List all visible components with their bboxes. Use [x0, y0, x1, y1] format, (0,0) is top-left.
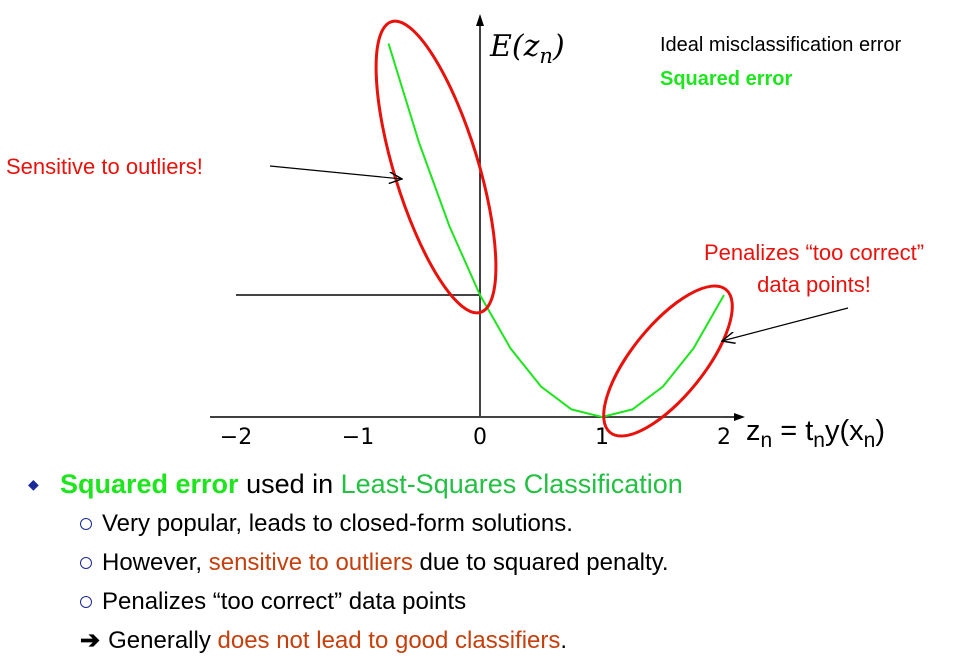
bullet-sub-1-text: Very popular, leads to closed-form solut… [102, 509, 573, 537]
bullet-sub-2: However, sensitive to outliers due to sq… [28, 543, 948, 582]
bullet-sub-4: ➔ Generally does not lead to good classi… [28, 621, 948, 660]
bullet-main-method: Least-Squares Classification [340, 468, 683, 499]
too-correct-highlight-ellipse [602, 284, 734, 438]
outlier-pointer-arrow [269, 165, 402, 179]
x-tick-label: −2 [220, 425, 252, 450]
bullet-main: ◆ Squared error used in Least-Squares Cl… [28, 464, 948, 504]
series-line-squared-error [387, 43, 725, 419]
annotation-too-correct-line1: Penalizes “too correct” [703, 240, 925, 265]
bullet-main-term: Squared error [60, 468, 239, 499]
annotation-too-correct-line2: data points! [757, 272, 871, 297]
right-arrow-icon: ➔ [80, 627, 101, 654]
y-axis-label: E(zn) [489, 29, 565, 68]
bullet-sub-3: Penalizes “too correct” data points [28, 582, 948, 621]
x-tick-label: −1 [342, 425, 374, 450]
diamond-bullet-icon: ◆ [28, 475, 39, 492]
bullet-sub-2-highlight: sensitive to outliers [208, 548, 413, 576]
legend-squared-error: Squared error [660, 68, 793, 90]
bullet-sub-4-text-c: . [560, 626, 568, 654]
circle-bullet-icon [80, 517, 92, 530]
bullet-sub-4-text-a: Generally [108, 626, 218, 654]
error-function-chart: E(zn) −2 −1 0 1 2 zn = tny(xn) [210, 14, 885, 452]
bullet-main-text: used in [238, 468, 341, 499]
bullet-sub-4-highlight: does not lead to good classifiers [217, 626, 561, 654]
x-tick-label: 1 [595, 425, 609, 450]
circle-bullet-icon [80, 595, 92, 608]
bullet-sub-2-text-c: due to squared penalty. [412, 548, 669, 576]
x-tick-label: 0 [473, 425, 487, 450]
legend-ideal-misclassification: Ideal misclassification error [660, 34, 902, 56]
bullet-sub-3-text: Penalizes “too correct” data points [102, 587, 467, 615]
annotation-too-correct: Penalizes “too correct” data points! [678, 237, 950, 301]
x-axis-label: zn = tny(xn) [746, 415, 885, 452]
x-axis-arrowhead [734, 413, 745, 421]
bullet-list: ◆ Squared error used in Least-Squares Cl… [28, 464, 948, 660]
annotation-sensitive-to-outliers: Sensitive to outliers! [6, 154, 203, 179]
bullet-sub-2-text-a: However, [102, 548, 209, 576]
x-tick-label: 2 [717, 425, 731, 450]
circle-bullet-icon [80, 556, 92, 569]
bullet-sub-1: Very popular, leads to closed-form solut… [28, 504, 948, 543]
too-correct-pointer-arrow [722, 307, 849, 341]
y-axis-arrowhead [476, 14, 484, 26]
